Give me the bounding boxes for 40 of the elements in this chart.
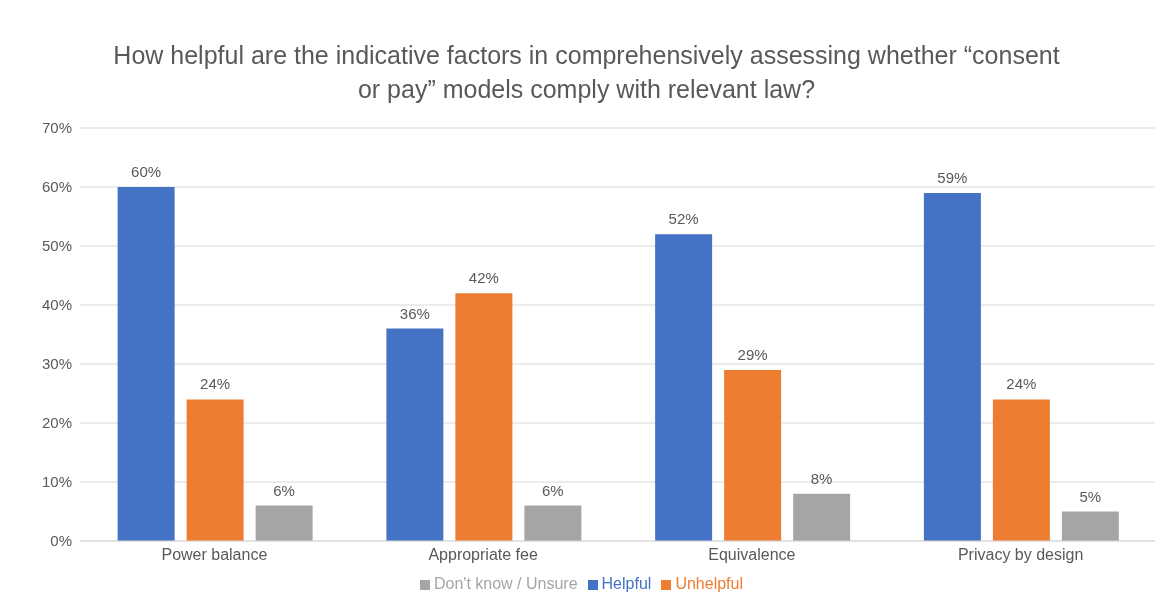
data-label: 24% xyxy=(200,375,231,393)
x-tick-label: Equivalence xyxy=(708,546,796,564)
bar xyxy=(992,399,1050,541)
bar xyxy=(255,505,313,541)
data-label: 36% xyxy=(399,304,430,322)
bar xyxy=(793,493,851,541)
y-tick-label: 50% xyxy=(41,237,72,255)
data-label: 52% xyxy=(668,210,699,228)
y-tick-label: 40% xyxy=(41,296,72,314)
y-tick-label: 20% xyxy=(41,414,72,432)
data-label: 29% xyxy=(737,345,768,363)
bar xyxy=(186,399,244,541)
x-tick-label: Privacy by design xyxy=(957,546,1084,564)
data-label: 8% xyxy=(810,469,833,487)
y-tick-label: 30% xyxy=(41,355,72,373)
data-label: 6% xyxy=(542,481,564,499)
x-tick-label: Appropriate fee xyxy=(428,546,538,564)
y-tick-label: 70% xyxy=(41,119,72,137)
data-label: 6% xyxy=(273,481,295,499)
y-tick-label: 0% xyxy=(50,532,72,550)
chart-title: How helpful are the indicative factors in comprehensively assessing whether “consent or pay” models comply with relevant law? xyxy=(112,40,1061,105)
data-label: 59% xyxy=(937,168,968,186)
data-label: 24% xyxy=(1006,375,1037,393)
bar xyxy=(1061,511,1119,541)
bar xyxy=(923,192,981,541)
legend-label: Unhelpful xyxy=(675,575,743,592)
bar xyxy=(724,369,782,541)
bar xyxy=(655,234,713,541)
x-tick-label: Power balance xyxy=(161,546,268,564)
bar xyxy=(455,293,513,541)
bar xyxy=(386,328,444,541)
data-label: 60% xyxy=(131,163,162,180)
y-tick-label: 60% xyxy=(41,178,72,196)
data-label: 42% xyxy=(468,269,499,287)
data-label: 5% xyxy=(1079,487,1102,505)
legend-label: Helpful xyxy=(601,575,652,592)
bar xyxy=(524,505,582,541)
bar xyxy=(117,187,175,541)
y-tick-label: 10% xyxy=(41,473,72,491)
legend-label: Don't know / Unsure xyxy=(434,575,578,592)
